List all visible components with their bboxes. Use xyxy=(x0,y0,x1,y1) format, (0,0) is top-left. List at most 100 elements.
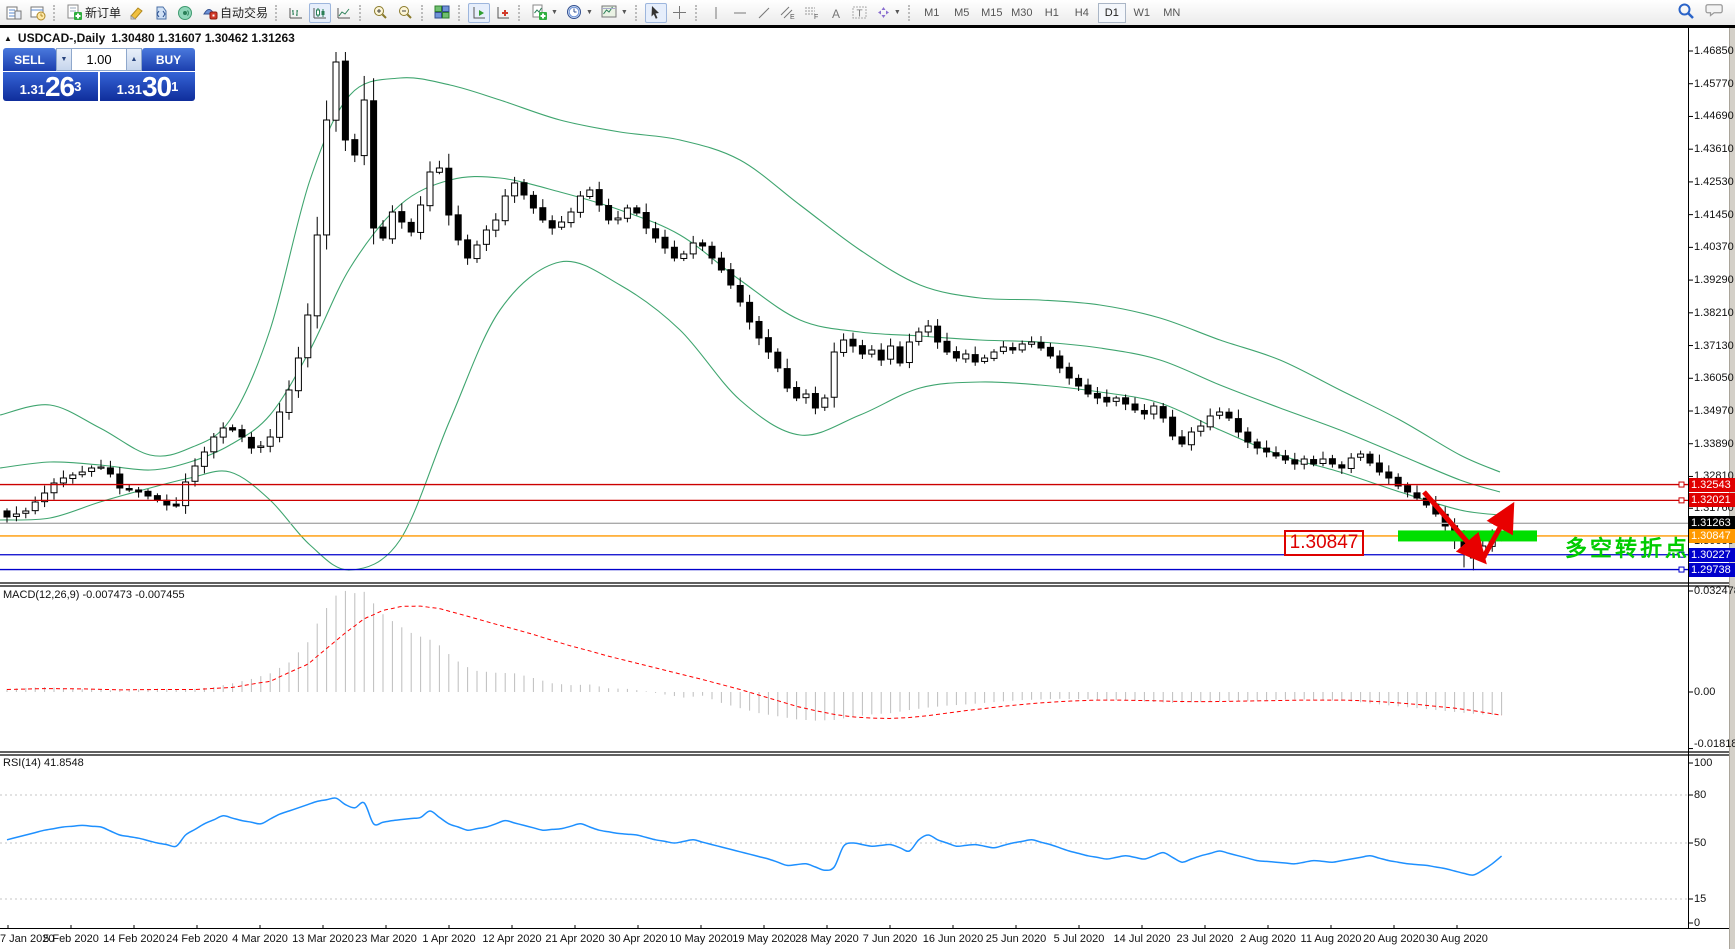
date-label: 20 Aug 2020 xyxy=(1363,933,1425,945)
timeframe-button-M30[interactable]: M30 xyxy=(1011,6,1033,19)
timeframe-button-M1[interactable]: M1 xyxy=(924,6,940,19)
vertical-line-icon xyxy=(715,6,717,19)
toolbar-divider xyxy=(0,25,1735,28)
bar-chart-button[interactable] xyxy=(285,3,307,23)
candlestick-chart-button[interactable] xyxy=(309,2,332,23)
zoom-out-button[interactable] xyxy=(394,3,417,23)
candle-body xyxy=(31,501,39,512)
candle-body xyxy=(12,513,20,517)
volume-increase-button[interactable]: ▲ xyxy=(126,48,142,71)
collapse-arrow-icon[interactable]: ▲ xyxy=(4,33,12,43)
macd-label: MACD(12,26,9) -0.007473 -0.007455 xyxy=(3,589,185,601)
buy-price-display[interactable]: 1.31 30 1 xyxy=(100,72,195,101)
candle-body xyxy=(567,211,575,224)
date-label: 21 Apr 2020 xyxy=(545,933,605,945)
text-label-button[interactable]: T xyxy=(849,3,871,23)
sell-button[interactable]: SELL xyxy=(3,48,56,71)
bollinger-lower-band[interactable] xyxy=(0,260,1501,571)
candle-body xyxy=(69,474,77,480)
zoom-in-button[interactable] xyxy=(369,3,392,23)
candle-body xyxy=(576,195,584,213)
date-label: 19 May 2020 xyxy=(732,933,796,945)
trend-arrow-up[interactable] xyxy=(1479,501,1515,562)
line-chart-button[interactable] xyxy=(333,3,355,23)
timeframe-button-MN[interactable]: MN xyxy=(1163,6,1181,19)
timeframe-button-M15[interactable]: M15 xyxy=(981,6,1003,19)
candle-body xyxy=(736,284,744,303)
candle-body xyxy=(793,386,801,399)
candle-body xyxy=(830,351,838,398)
templates-button[interactable]: ▼ xyxy=(598,3,631,23)
styler-button[interactable] xyxy=(126,3,148,23)
candle-body xyxy=(595,189,603,206)
date-label: 12 Apr 2020 xyxy=(482,933,542,945)
timeframe-button-H1[interactable]: H1 xyxy=(1044,6,1059,19)
chat-icon[interactable] xyxy=(1705,2,1725,20)
candle-body xyxy=(699,242,707,247)
signals-button[interactable] xyxy=(174,3,196,23)
svg-text:F: F xyxy=(814,14,818,20)
autotrading-button[interactable]: 自动交易 xyxy=(198,3,271,23)
crosshair-button[interactable] xyxy=(669,3,691,23)
trendline-button[interactable] xyxy=(753,3,775,23)
arrows-button[interactable]: ▼ xyxy=(873,3,904,23)
candle-body xyxy=(1338,464,1346,469)
indicators-button[interactable]: ▼ xyxy=(528,3,561,23)
date-label: 4 Mar 2020 xyxy=(232,933,288,945)
periods-button[interactable]: ▼ xyxy=(563,3,596,23)
candle-body xyxy=(840,339,848,353)
hline-handle[interactable] xyxy=(1678,497,1685,504)
candle-body xyxy=(285,389,293,413)
chart-shift-button[interactable] xyxy=(492,3,514,23)
zoom-out-icon xyxy=(399,6,412,19)
search-icon[interactable] xyxy=(1677,2,1695,20)
candle-body xyxy=(398,211,406,223)
date-label: 10 May 2020 xyxy=(669,933,733,945)
timeframe-button-H4[interactable]: H4 xyxy=(1074,6,1089,19)
bollinger-upper-band[interactable] xyxy=(0,77,1501,473)
autotrading-icon xyxy=(203,9,218,20)
timeframe-button-M5[interactable]: M5 xyxy=(954,6,970,19)
cursor-button[interactable] xyxy=(644,2,667,23)
date-label: 28 May 2020 xyxy=(795,933,859,945)
timeframe-button-W1[interactable]: W1 xyxy=(1133,6,1151,19)
candle-body xyxy=(1037,341,1045,349)
auto-scroll-button[interactable] xyxy=(468,2,491,23)
indicators-icon xyxy=(532,4,548,20)
hline-handle[interactable] xyxy=(1678,566,1685,573)
equidistant-channel-button[interactable]: E xyxy=(777,3,799,23)
data-window-button[interactable] xyxy=(27,3,49,23)
date-label: 5 Jul 2020 xyxy=(1053,933,1105,945)
fibonacci-button[interactable]: F xyxy=(801,3,823,23)
pivot-note-annotation[interactable]: 多空转折点 xyxy=(1565,536,1691,561)
chart-shift-icon xyxy=(497,6,510,18)
bollinger-middle-band[interactable] xyxy=(0,176,1501,493)
candle-body xyxy=(999,346,1007,352)
autotrading-label: 自动交易 xyxy=(220,6,269,20)
chart-canvas[interactable] xyxy=(0,28,1735,929)
trend-arrow-down[interactable] xyxy=(1422,490,1487,565)
candle-body xyxy=(1140,409,1148,415)
timeframe-button-D1[interactable]: D1 xyxy=(1097,2,1126,23)
date-label: 5 Feb 2020 xyxy=(43,933,99,945)
support-price-label[interactable]: 1.30847 xyxy=(1284,530,1364,556)
tile-windows-button[interactable] xyxy=(431,3,454,23)
hline-handle[interactable] xyxy=(1678,481,1685,488)
price-axis-label: 1.41450 xyxy=(1694,208,1734,221)
volume-input[interactable]: 1.00 xyxy=(72,48,126,71)
new-order-button[interactable]: 新订单 xyxy=(63,3,124,23)
charts-list-button[interactable] xyxy=(3,3,25,23)
vertical-line-button[interactable] xyxy=(705,3,727,23)
zoom-in-icon xyxy=(374,6,387,19)
rsi-axis-label: 0 xyxy=(1694,917,1701,929)
sell-price-display[interactable]: 1.31 26 3 xyxy=(3,72,98,101)
buy-button[interactable]: BUY xyxy=(142,48,195,71)
candle-body xyxy=(915,331,923,342)
candle-body xyxy=(492,219,500,231)
metaeditor-button[interactable] xyxy=(150,3,172,23)
candle-body xyxy=(1065,366,1073,379)
volume-decrease-button[interactable]: ▼ xyxy=(56,48,72,71)
horizontal-line-button[interactable] xyxy=(729,3,751,23)
text-button[interactable]: A xyxy=(825,3,847,23)
hline-handle[interactable] xyxy=(1678,551,1685,558)
